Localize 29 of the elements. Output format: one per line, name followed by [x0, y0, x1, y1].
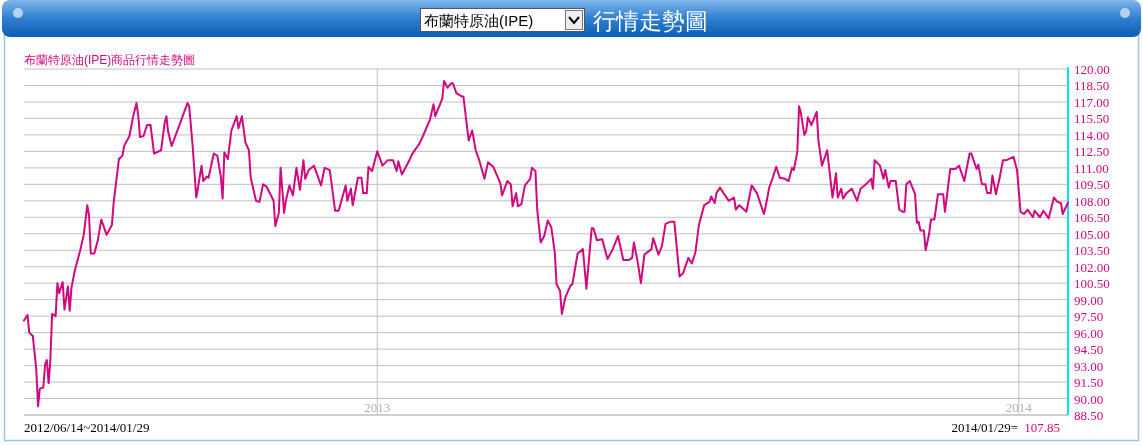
y-tick-label: 105.00 — [1074, 226, 1110, 242]
y-tick-label: 117.00 — [1074, 94, 1110, 110]
y-tick-label: 118.50 — [1074, 78, 1110, 94]
y-tick-label: 93.00 — [1074, 358, 1104, 374]
y-tick-label: 99.00 — [1074, 292, 1104, 308]
x-tick-label: 2013 — [364, 400, 391, 415]
x-tick-label: 2014 — [1005, 400, 1033, 415]
text: 2012/06/14~2014/01/29 — [24, 420, 150, 435]
chart-subtitle: 布蘭特原油(IPE) — [424, 12, 534, 29]
y-tick-label: 108.00 — [1074, 193, 1110, 209]
y-tick-label: 102.00 — [1074, 259, 1110, 275]
y-tick-label: 100.50 — [1074, 276, 1110, 292]
chart-title: 行情走勢圖 — [593, 8, 708, 34]
y-tick-label: 91.50 — [1074, 375, 1104, 391]
y-tick-label: 96.00 — [1074, 325, 1104, 341]
y-tick-label: 120.00 — [1074, 62, 1110, 77]
y-tick-label: 115.50 — [1074, 111, 1110, 127]
y-tick-label: 103.50 — [1074, 243, 1110, 259]
y-tick-label: 90.00 — [1074, 391, 1104, 407]
y-tick-label: 88.50 — [1074, 408, 1104, 423]
text: 2014/01/29= 107.85 — [951, 420, 1060, 435]
text: 布蘭特原油(IPE)商品行情走勢圖 — [24, 53, 196, 67]
y-tick-label: 106.50 — [1074, 210, 1110, 226]
y-tick-label: 97.50 — [1074, 309, 1104, 325]
y-tick-label: 94.50 — [1074, 342, 1104, 358]
y-tick-label: 112.50 — [1074, 144, 1110, 160]
y-tick-label: 111.00 — [1074, 160, 1109, 176]
y-tick-label: 114.00 — [1074, 127, 1110, 143]
y-tick-label: 109.50 — [1074, 177, 1110, 193]
